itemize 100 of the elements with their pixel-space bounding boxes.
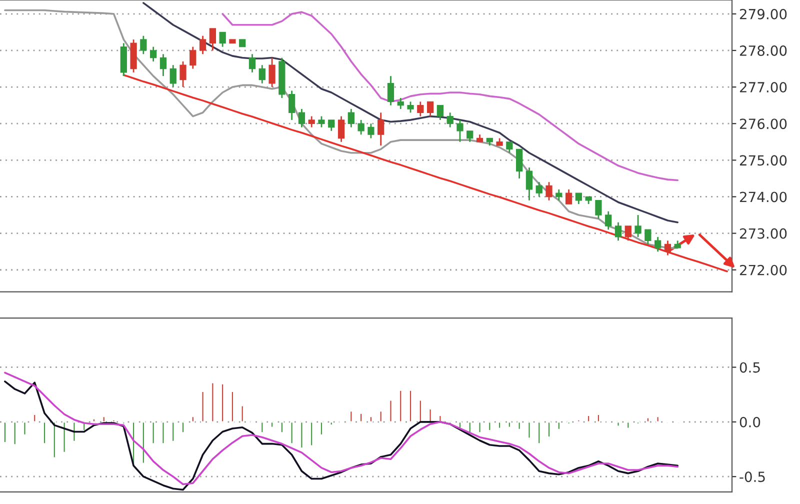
candlestick bbox=[180, 60, 186, 88]
bar bbox=[636, 421, 640, 425]
candlestick bbox=[556, 188, 562, 202]
candlestick bbox=[644, 228, 652, 245]
candlestick bbox=[150, 46, 157, 62]
candlestick bbox=[436, 104, 444, 121]
candlestick bbox=[614, 222, 622, 242]
bar bbox=[369, 416, 373, 423]
y-tick-label: 273.00 bbox=[740, 228, 787, 239]
candlestick bbox=[575, 192, 582, 205]
bar bbox=[537, 421, 542, 444]
bar bbox=[656, 416, 660, 423]
candlestick bbox=[368, 122, 374, 139]
bar bbox=[230, 390, 234, 423]
candlestick bbox=[516, 148, 523, 180]
bar bbox=[3, 421, 7, 444]
line-series bbox=[122, 74, 728, 272]
bar bbox=[320, 421, 324, 436]
candlestick bbox=[506, 141, 513, 154]
bar bbox=[52, 421, 56, 459]
bar bbox=[112, 419, 116, 423]
bar bbox=[200, 390, 205, 423]
bar bbox=[142, 421, 146, 464]
candlestick bbox=[328, 119, 335, 132]
y-tick-label: 272.00 bbox=[740, 264, 787, 276]
bar bbox=[556, 421, 561, 430]
y-tick-label: 277.00 bbox=[740, 82, 787, 93]
bar bbox=[12, 421, 17, 446]
bar bbox=[508, 421, 512, 428]
bar bbox=[171, 421, 176, 442]
candlestick bbox=[417, 100, 424, 117]
bar bbox=[290, 421, 294, 444]
bar bbox=[220, 382, 224, 423]
bar bbox=[32, 414, 37, 423]
bar bbox=[210, 382, 215, 423]
candlestick bbox=[466, 130, 474, 143]
bar bbox=[527, 421, 532, 440]
bar bbox=[122, 421, 126, 425]
bar bbox=[566, 421, 571, 425]
candlestick bbox=[595, 200, 602, 220]
bar bbox=[388, 399, 393, 423]
bar bbox=[547, 421, 551, 438]
candlestick bbox=[526, 166, 533, 202]
bar bbox=[398, 390, 403, 423]
bar bbox=[596, 414, 600, 423]
bar bbox=[626, 421, 630, 430]
bar bbox=[359, 412, 363, 423]
candlestick bbox=[209, 28, 216, 52]
bar bbox=[181, 421, 185, 434]
candlestick bbox=[258, 64, 266, 84]
candlestick bbox=[378, 112, 384, 146]
bar bbox=[586, 414, 590, 423]
candlestick bbox=[654, 236, 662, 252]
line-series bbox=[142, 2, 678, 224]
y-tick-label: 278.00 bbox=[740, 45, 787, 56]
y-tick-label: 275.00 bbox=[740, 155, 787, 166]
bar bbox=[498, 421, 502, 430]
bar bbox=[378, 410, 383, 423]
candlestick bbox=[160, 53, 167, 77]
bar bbox=[92, 418, 96, 423]
candlestick bbox=[456, 119, 464, 143]
bar bbox=[517, 421, 522, 430]
bar bbox=[488, 421, 492, 432]
bar bbox=[102, 416, 106, 423]
candlestick bbox=[664, 240, 672, 256]
y-tick-label: 279.00 bbox=[740, 8, 787, 20]
y-tick-label: 274.00 bbox=[740, 192, 787, 202]
candlestick bbox=[446, 112, 454, 128]
candlestick bbox=[248, 53, 256, 74]
bar bbox=[418, 399, 422, 423]
candlestick bbox=[199, 35, 206, 55]
candlestick bbox=[268, 57, 276, 88]
bar bbox=[300, 421, 304, 449]
bar bbox=[240, 404, 244, 423]
candlestick bbox=[288, 90, 296, 121]
y-tick-label: 276.00 bbox=[740, 118, 787, 130]
bar bbox=[329, 421, 334, 426]
line-series bbox=[222, 11, 678, 182]
candlestick bbox=[358, 119, 364, 136]
bar bbox=[408, 390, 412, 423]
candlestick bbox=[219, 31, 226, 48]
candlestick bbox=[536, 181, 542, 198]
candlestick bbox=[605, 210, 612, 230]
candlestick bbox=[634, 214, 642, 238]
y-tick-label: 0.0 bbox=[740, 416, 760, 428]
candlestick bbox=[546, 181, 552, 202]
candlestick bbox=[426, 100, 434, 117]
bar bbox=[270, 421, 274, 428]
bar bbox=[310, 421, 314, 447]
bar bbox=[161, 421, 166, 444]
candlestick bbox=[190, 46, 196, 70]
bar bbox=[42, 421, 46, 444]
bar bbox=[22, 421, 27, 436]
candlestick bbox=[387, 75, 394, 106]
y-tick-label: 0.5 bbox=[740, 362, 760, 373]
candlestick bbox=[624, 225, 632, 242]
y-tick-label: -0.5 bbox=[740, 472, 765, 482]
candlestick bbox=[397, 97, 404, 110]
candlestick bbox=[348, 108, 354, 128]
candlestick bbox=[140, 35, 147, 55]
